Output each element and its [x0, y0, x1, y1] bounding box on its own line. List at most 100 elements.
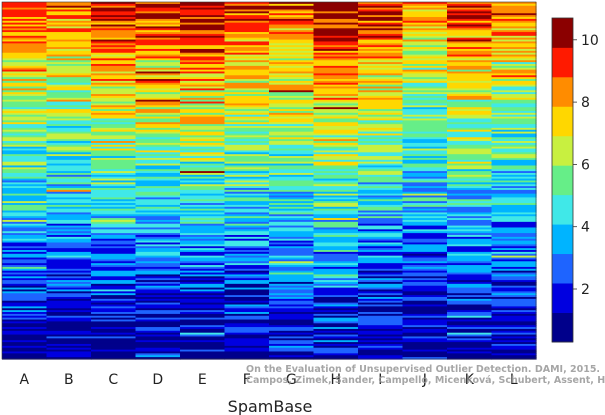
heatmap-cell [313, 189, 359, 193]
heatmap-cell [447, 105, 493, 108]
heatmap-cell [491, 298, 537, 302]
heatmap-cell [135, 332, 181, 336]
heatmap-cell [224, 210, 270, 214]
heatmap-cell [447, 120, 493, 123]
heatmap-cell [46, 208, 92, 212]
heatmap-cell [2, 52, 48, 56]
heatmap-cell [491, 28, 537, 31]
heatmap-cell [358, 218, 404, 221]
heatmap-cell [46, 191, 92, 195]
heatmap-cell [358, 281, 404, 285]
heatmap-cell [180, 176, 226, 180]
heatmap-cell [269, 107, 315, 110]
heatmap-cell [269, 313, 315, 317]
heatmap-cell [224, 122, 270, 125]
heatmap-cell [358, 48, 404, 52]
heatmap-cell [46, 287, 92, 291]
heatmap-cell [46, 56, 92, 59]
heatmap-cell [2, 236, 48, 240]
heatmap-cell [2, 124, 48, 127]
heatmap-cell [313, 161, 359, 165]
heatmap-cell [269, 208, 315, 212]
heatmap-cell [491, 33, 537, 37]
heatmap-cell [402, 218, 448, 221]
heatmap-cell [313, 144, 359, 148]
heatmap-cell [91, 77, 137, 80]
heatmap-cell [313, 15, 359, 18]
heatmap-cell [447, 82, 493, 86]
heatmap-cell [91, 135, 137, 138]
heatmap-cell [224, 37, 270, 41]
heatmap-cell [2, 201, 48, 204]
heatmap-cell [135, 355, 181, 358]
heatmap-cell [180, 171, 226, 174]
heatmap-cell [180, 332, 226, 336]
heatmap-cell [2, 310, 48, 313]
heatmap-cell [180, 129, 226, 133]
colorbar-segment [552, 194, 573, 225]
heatmap-cell [91, 82, 137, 86]
heatmap-cell [269, 156, 315, 159]
heatmap-cell [46, 340, 92, 343]
heatmap-cell [135, 101, 181, 105]
heatmap-cell [46, 259, 92, 262]
heatmap-cell [224, 131, 270, 135]
heatmap-cell [91, 199, 137, 202]
heatmap-cell [135, 250, 181, 253]
heatmap-cell [313, 310, 359, 313]
heatmap-cell [402, 103, 448, 106]
heatmap-cell [447, 13, 493, 16]
heatmap-cell [269, 172, 315, 176]
heatmap-cell [447, 169, 493, 172]
heatmap-cell [402, 233, 448, 236]
heatmap-cell [91, 43, 137, 46]
heatmap-cell [402, 242, 448, 245]
heatmap-column-j [402, 2, 448, 360]
heatmap-cell [358, 82, 404, 86]
heatmap-cell [46, 357, 92, 360]
heatmap-cell [358, 291, 404, 294]
heatmap-cell [46, 334, 92, 338]
heatmap-cell [135, 142, 181, 146]
heatmap-cell [224, 172, 270, 176]
heatmap-cell [402, 293, 448, 296]
heatmap-cell [402, 274, 448, 277]
heatmap-cell [224, 20, 270, 24]
heatmap-cell [2, 114, 48, 118]
heatmap-cell [402, 65, 448, 69]
heatmap-cell [2, 103, 48, 106]
heatmap-cell [313, 347, 359, 351]
heatmap-cell [491, 9, 537, 12]
heatmap-cell [2, 266, 48, 270]
heatmap-cell [2, 172, 48, 176]
heatmap-cell [2, 195, 48, 199]
heatmap-cell [447, 28, 493, 31]
heatmap-cell [269, 223, 315, 227]
heatmap-cell [402, 11, 448, 14]
heatmap-cell [313, 131, 359, 135]
heatmap-cell [180, 67, 226, 71]
heatmap-cell [91, 272, 137, 276]
heatmap-cell [135, 180, 181, 183]
heatmap-cell [224, 79, 270, 82]
x-tick-label-j: J [422, 372, 427, 388]
heatmap-cell [91, 291, 137, 294]
heatmap-cell [402, 32, 448, 35]
heatmap-cell [313, 50, 359, 54]
heatmap-cell [135, 203, 181, 206]
heatmap-cell [358, 248, 404, 251]
heatmap-cell [46, 88, 92, 91]
heatmap-cell [2, 73, 48, 76]
heatmap-cell [402, 236, 448, 240]
heatmap-cell [135, 159, 181, 163]
heatmap-cell [269, 2, 315, 5]
heatmap-cell [91, 137, 137, 140]
heatmap-cell [358, 3, 404, 7]
heatmap-cell [91, 33, 137, 37]
heatmap-column-d [135, 2, 181, 360]
heatmap-cell [313, 182, 359, 185]
heatmap-cell [402, 176, 448, 180]
heatmap-cell [269, 176, 315, 180]
heatmap-cell [447, 257, 493, 261]
heatmap-cell [313, 265, 359, 268]
